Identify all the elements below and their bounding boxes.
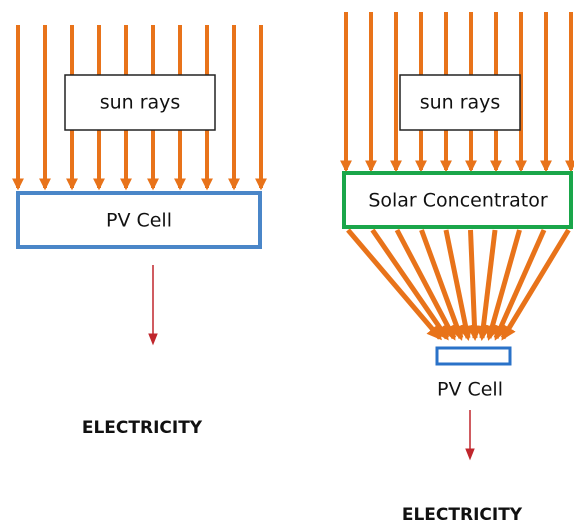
output-label: ELECTRICITY [82, 418, 203, 438]
ray-arrow [493, 228, 547, 341]
ray-arrow [467, 229, 482, 341]
ray-arrow [370, 228, 450, 341]
ray-arrow [485, 229, 522, 341]
rays-label-box [64, 74, 216, 131]
concentrator-label: Solar Concentrator [368, 190, 548, 212]
output-label: ELECTRICITY [402, 505, 523, 525]
pv-cell-label: PV Cell [437, 379, 503, 401]
rays-label-box [399, 74, 521, 131]
rays-label: sun rays [100, 92, 181, 114]
pv-cell [435, 346, 512, 366]
ray-arrow [346, 228, 442, 341]
ray-arrow [443, 229, 473, 341]
solar-concentrator [342, 171, 573, 229]
ray-arrow [394, 228, 457, 341]
ray-arrow [500, 228, 571, 341]
pv-cell [16, 191, 262, 249]
ray-arrow [475, 229, 498, 341]
ray-arrow [419, 229, 464, 341]
pv-cell-label: PV Cell [106, 210, 172, 232]
rays-label: sun rays [420, 92, 501, 114]
concentrated-rays [346, 228, 571, 341]
